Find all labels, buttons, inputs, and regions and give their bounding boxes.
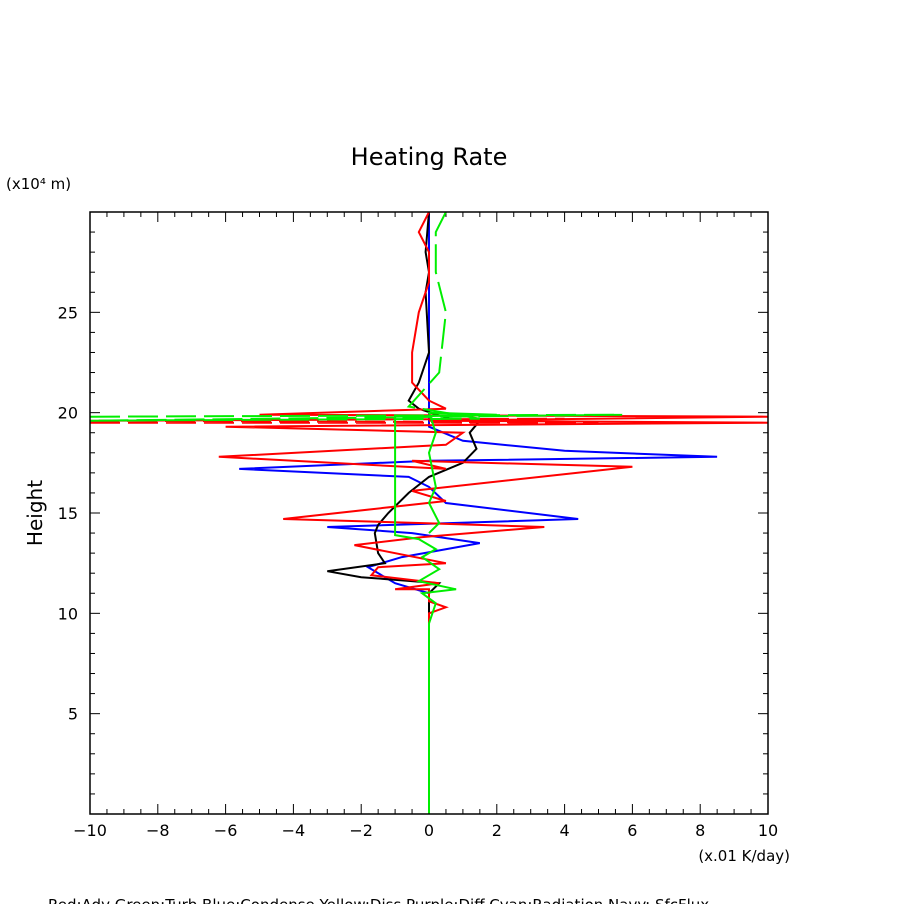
x-tick-label: −10 xyxy=(73,821,107,840)
x-tick-label: −8 xyxy=(146,821,170,840)
y-tick-label: 20 xyxy=(58,404,78,423)
x-tick-label: −6 xyxy=(214,821,238,840)
y-tick-label: 15 xyxy=(58,504,78,523)
x-tick-label: 6 xyxy=(627,821,637,840)
y-tick-label: 10 xyxy=(58,604,78,623)
series-line-total xyxy=(327,212,482,774)
plot-frame xyxy=(89,211,769,815)
y-unit-label: (x10⁴ m) xyxy=(6,175,71,193)
chart-title: Heating Rate xyxy=(351,143,508,171)
series-line-turb-dashed xyxy=(90,212,623,422)
x-tick-label: 8 xyxy=(695,821,705,840)
series-line-turb xyxy=(394,411,497,814)
series-line-adv xyxy=(218,212,768,774)
x-tick-label: 2 xyxy=(492,821,502,840)
x-tick-label: 4 xyxy=(560,821,570,840)
y-tick-label: 5 xyxy=(68,705,78,724)
y-tick-label: 25 xyxy=(58,303,78,322)
legend-footer: Red:Adv Green:Turb Blue:Condense Yellow:… xyxy=(48,896,709,904)
x-tick-label: 10 xyxy=(758,821,778,840)
y-axis-label: Height xyxy=(23,480,47,546)
x-tick-label: −2 xyxy=(349,821,373,840)
x-tick-label: −4 xyxy=(282,821,306,840)
x-tick-label: 0 xyxy=(424,821,434,840)
series-line-condense xyxy=(239,212,718,784)
x-axis-label: (x.01 K/day) xyxy=(698,847,790,865)
